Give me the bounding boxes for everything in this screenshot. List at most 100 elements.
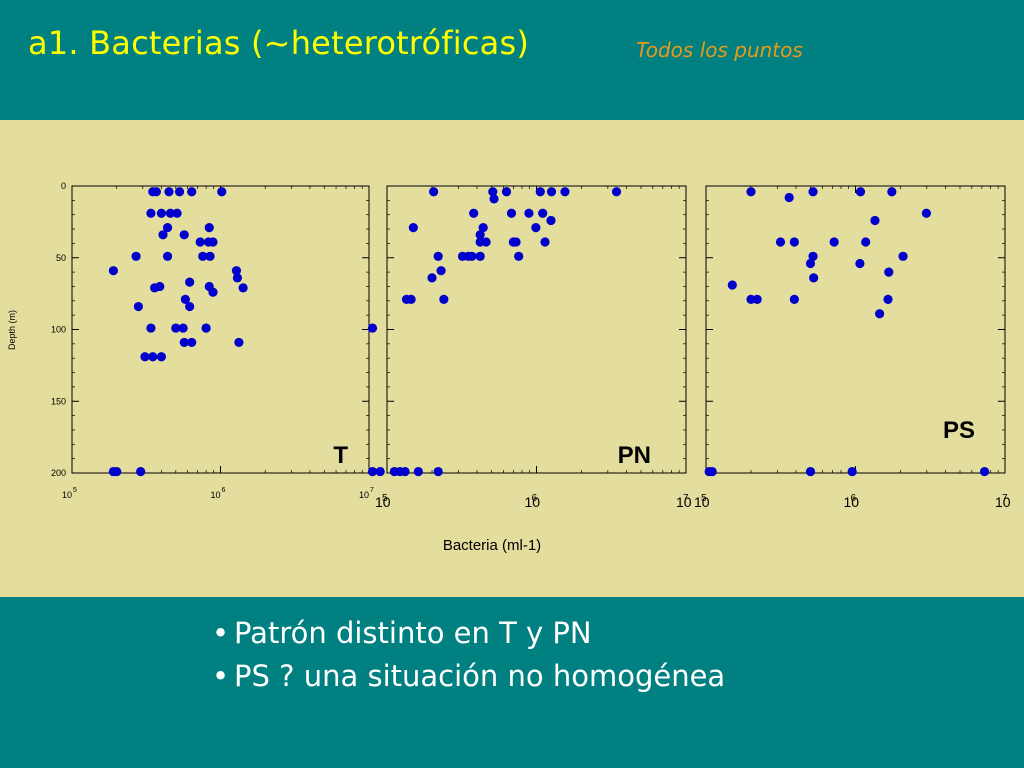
data-point: [158, 230, 168, 240]
data-point: [489, 194, 499, 204]
x-tick-label: 10: [676, 494, 692, 510]
data-point: [875, 309, 885, 319]
bullet-item: • PS ? una situación no homogénea: [212, 655, 725, 698]
data-point: [148, 352, 158, 362]
data-point: [808, 251, 818, 261]
data-point: [789, 294, 799, 304]
data-point: [784, 192, 794, 203]
data-point: [195, 237, 205, 247]
data-point: [467, 251, 477, 261]
data-point: [809, 273, 819, 283]
data-point: [805, 258, 816, 269]
x-tick-exponent: 5: [382, 493, 388, 504]
data-point: [208, 237, 218, 247]
bullet-item: • Patrón distinto en T y PN: [212, 612, 725, 655]
data-point: [847, 466, 857, 477]
plot-frame: [71, 185, 370, 474]
data-point: [501, 187, 512, 197]
data-point: [921, 208, 931, 218]
x-tick-exponent: 7: [370, 487, 374, 494]
x-tick-exponent: 7: [683, 493, 689, 504]
x-tick-label: 10: [359, 490, 369, 500]
data-point: [367, 466, 378, 477]
x-tick-label: 10: [525, 494, 541, 510]
x-tick-label: 10: [210, 490, 220, 500]
data-point: [488, 187, 498, 197]
data-point: [201, 323, 211, 333]
data-point: [805, 466, 816, 477]
data-point: [808, 187, 818, 197]
data-point: [234, 337, 244, 348]
data-point: [198, 251, 208, 261]
data-point: [475, 251, 485, 261]
y-tick-label: 150: [51, 396, 66, 406]
data-point: [707, 466, 717, 477]
data-point: [979, 466, 990, 477]
y-tick-label: 50: [56, 253, 66, 263]
bullet-list: • Patrón distinto en T y PN • PS ? una sit…: [212, 612, 725, 698]
x-tick-label: 10: [62, 490, 72, 500]
data-point: [870, 215, 880, 226]
x-axis-title: Bacteria (ml-1): [443, 537, 541, 554]
data-point: [475, 230, 485, 240]
y-tick-label: 200: [51, 468, 66, 478]
data-point: [136, 466, 146, 477]
data-point: [855, 187, 866, 197]
data-point: [164, 187, 174, 197]
data-point: [205, 251, 215, 261]
data-point: [884, 267, 894, 277]
data-point: [538, 208, 548, 218]
x-tick-label: 10: [375, 494, 391, 510]
data-point: [162, 223, 173, 233]
data-point: [433, 251, 443, 261]
slide-subtitle: Todos los puntos: [636, 38, 803, 62]
data-point: [427, 273, 437, 283]
data-point: [883, 294, 893, 304]
data-point: [481, 237, 491, 247]
data-point: [172, 208, 182, 218]
data-point: [406, 294, 416, 304]
data-point: [174, 187, 185, 197]
x-tick-label: 10: [694, 494, 710, 510]
data-point: [185, 301, 195, 312]
data-point: [165, 208, 176, 218]
data-point: [131, 251, 141, 261]
bullet-marker: •: [212, 616, 230, 650]
data-point: [855, 258, 865, 269]
data-point: [469, 208, 479, 218]
data-point: [204, 223, 214, 233]
y-axis-title: Depth (m): [7, 310, 17, 350]
x-tick-label: 10: [995, 494, 1011, 510]
data-point: [217, 187, 227, 197]
data-point: [156, 352, 167, 362]
chart-panel: 10 5 10 6 10 7 0 50 100 150 200 T 10 5 10 6 10 7 PN 10 5 10 6 1…: [0, 120, 1024, 597]
x-tick-exponent: 6: [851, 493, 857, 504]
data-point: [560, 187, 570, 197]
data-point: [546, 187, 557, 197]
data-point: [752, 294, 762, 304]
data-point: [540, 237, 550, 247]
data-point: [179, 230, 189, 240]
data-point: [140, 352, 150, 362]
data-point: [133, 301, 144, 312]
data-point: [156, 208, 167, 218]
x-tick-exponent: 6: [532, 493, 538, 504]
data-point: [185, 277, 195, 287]
data-point: [171, 323, 181, 333]
y-tick-label: 100: [51, 325, 66, 335]
x-tick-exponent: 5: [701, 493, 707, 504]
data-point: [746, 187, 756, 197]
data-point: [151, 187, 161, 197]
data-point: [155, 281, 165, 292]
data-point: [524, 208, 534, 218]
panel-label: PS: [943, 417, 975, 444]
x-tick-exponent: 5: [73, 487, 77, 494]
data-point: [180, 294, 190, 304]
data-point: [162, 251, 173, 261]
data-point: [146, 208, 156, 218]
data-point: [861, 237, 871, 247]
x-tick-label: 10: [844, 494, 860, 510]
bullet-text: PS ? una situación no homogénea: [234, 659, 726, 693]
